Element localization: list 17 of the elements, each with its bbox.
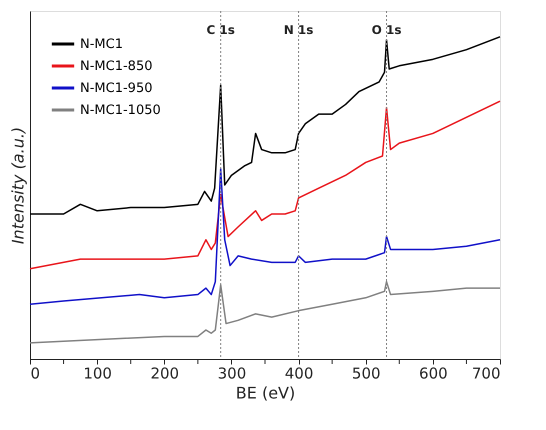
x-tick-label: 400: [284, 364, 314, 382]
x-tick-label: 600: [419, 364, 448, 382]
y-axis-title: Intensity (a.u.): [8, 126, 28, 244]
legend-label: N-MC1-850: [80, 59, 152, 74]
x-tick-label: 100: [83, 364, 112, 382]
ref-line-label: N 1s: [284, 23, 314, 37]
legend-label: N-MC1-1050: [80, 103, 161, 118]
legend-label: N-MC1: [80, 37, 123, 52]
x-tick-label: 500: [352, 364, 381, 382]
x-tick-label: 0: [30, 364, 40, 382]
legend-label: N-MC1-950: [80, 81, 152, 96]
x-tick-label: 300: [218, 364, 246, 382]
ref-line-label: C 1s: [206, 23, 235, 37]
x-tick-label: 700: [472, 364, 500, 382]
x-tick-label: 200: [150, 364, 180, 382]
ref-line-label: O 1s: [372, 23, 402, 37]
x-axis-title: BE (eV): [236, 384, 296, 402]
